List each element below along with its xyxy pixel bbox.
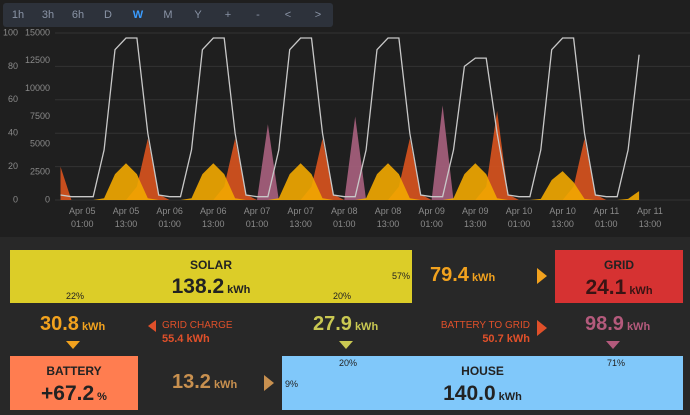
x-tick-label: Apr 09 13:00 [462,206,489,229]
value: 79.4 [430,264,469,286]
y2-tick-label: 2500 [30,167,50,177]
arrow [537,320,547,336]
solar-to-battery: 30.8 kWh [40,313,105,336]
arrow [606,341,620,349]
y2-tick-label: 0 [45,194,50,204]
value: 98.9 [585,313,624,335]
pct: 57% [391,271,410,281]
x-tick-label: Apr 06 13:00 [200,206,227,229]
toolbar: 1h 3h 6h D W M Y + - < > [3,3,333,27]
value: +67.2 [41,382,95,405]
unit: kWh [471,272,496,284]
pct: 71% [607,358,626,368]
x-tick-label: Apr 05 13:00 [112,206,140,229]
y2-tick-label: 10000 [25,83,50,93]
chart-panel: 1h 3h 6h D W M Y + - < > 0 20 40 60 80 100 0 2500 5000 7500… [2,3,690,229]
arrow [537,268,547,284]
unit: kWh [81,321,106,333]
y-tick-label: 0 [13,194,18,204]
x-tick-label: Apr 08 13:00 [374,206,402,229]
y-tick-label: 40 [8,128,18,138]
unit: kWh [354,321,379,333]
arrow [148,320,156,332]
arrow [264,375,274,391]
x-tick-label: Apr 07 01:00 [243,206,271,229]
range-button[interactable]: 1h [11,9,25,21]
value: 30.8 [40,313,79,335]
range-button[interactable]: - [256,9,260,21]
battery-to-grid-title: BATTERY TO GRID [440,320,530,331]
grid-block: GRID 24.1 kWh [555,250,683,303]
unit: % [97,391,107,403]
battery-to-house: 13.2 kWh [172,371,237,394]
x-tick-label: Apr 10 01:00 [505,206,533,229]
area [60,163,640,200]
x-tick-label: Apr 10 13:00 [549,206,576,229]
value: 138.2 [171,275,225,298]
area [60,105,640,200]
value: 24.1 [585,276,627,299]
battery-total: +67.2% [10,382,138,406]
y2-tick-label: 15000 [25,27,50,37]
y-tick-label: 20 [8,161,18,171]
grid-total: 24.1 kWh [555,276,683,300]
unit: kWh [213,379,238,391]
area [60,110,640,200]
range-button[interactable]: < [284,9,292,21]
value: 13.2 [172,371,211,393]
y-tick-label: 80 [8,61,18,71]
y2-tick-label: 7500 [30,111,50,121]
x-tick-label: Apr 08 01:00 [331,206,358,229]
pct: 9% [285,379,299,389]
house-title: HOUSE [461,364,504,378]
range-button[interactable]: Y [194,9,202,21]
pct: 22% [66,291,85,301]
battery-to-grid-value: 50.7 kWh [482,333,530,345]
x-tick-label: Apr 05 01:00 [69,206,96,229]
pct: 20% [333,291,352,301]
unit: kWh [498,391,522,403]
solar-block: SOLAR 138.2 kWh 57% 22% 20% [10,250,412,303]
arrow [339,341,353,349]
range-button[interactable]: 6h [71,9,85,21]
house-block: HOUSE 140.0 kWh 9% 20% 71% [282,356,683,410]
x-tick-label: Apr 11 01:00 [593,206,620,229]
grid-charge-title: GRID CHARGE [162,320,233,331]
value: 27.9 [313,313,352,335]
grid-to-house: 98.9 kWh [585,313,650,336]
pct: 20% [339,358,358,368]
y-tick-label: 60 [8,94,18,104]
solar-total: 138.2 kWh [10,275,412,299]
x-tick-label: Apr 07 13:00 [287,206,314,229]
range-button[interactable]: M [163,9,173,21]
solar-to-grid: 79.4 kWh [430,264,495,287]
value: 140.0 [443,382,496,405]
solar-title: SOLAR [190,258,232,272]
solar-to-house: 27.9 kWh [313,313,378,336]
x-tick-label: Apr 09 01:00 [418,206,445,229]
range-button[interactable]: + [224,9,232,21]
battery-block: BATTERY +67.2% [10,356,138,410]
chart: 0 20 40 60 80 100 0 2500 5000 7500 10000 12500 15000 [3,27,690,204]
y2-tick-label: 5000 [30,139,50,149]
grid-charge-value: 55.4 kWh [162,333,210,345]
house-total: 140.0 kWh [282,382,683,406]
range-button[interactable]: D [104,9,112,21]
unit: kWh [629,285,653,297]
x-tick-label: Apr 06 01:00 [156,206,183,229]
unit: kWh [626,321,651,333]
range-button[interactable]: W [132,9,144,21]
line [60,37,640,198]
y-tick-label: 100 [3,27,18,37]
range-button[interactable]: > [314,9,322,21]
grid-title: GRID [604,258,634,272]
unit: kWh [227,284,251,296]
battery-title: BATTERY [46,364,102,378]
x-tick-label: Apr 11 13:00 [637,206,663,229]
range-button[interactable]: 3h [41,9,55,21]
arrow [66,341,80,349]
y2-tick-label: 12500 [25,55,50,65]
